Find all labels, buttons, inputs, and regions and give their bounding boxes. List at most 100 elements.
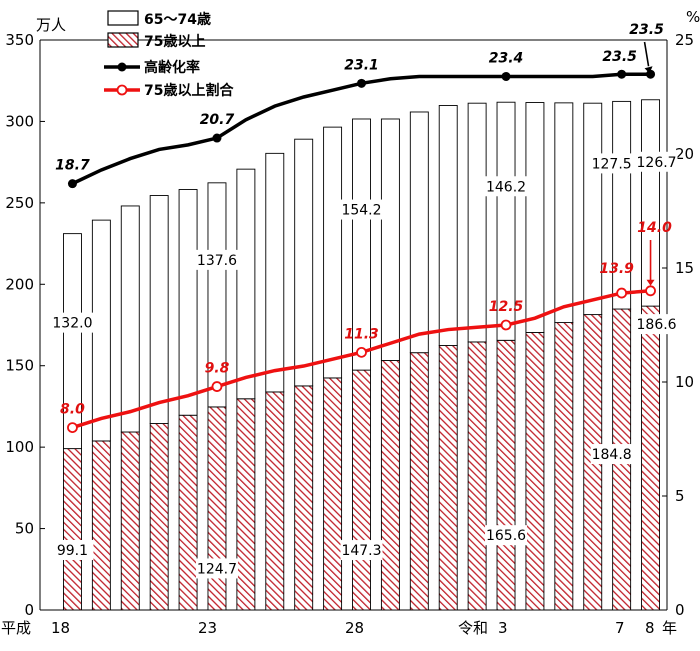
- rate-label-75share-5: 9.8: [205, 361, 230, 377]
- legend-label-75-plus: 75歳以上: [144, 33, 205, 50]
- bar-75plus-9: [323, 377, 343, 611]
- bar-75plus-7: [265, 391, 285, 611]
- left-tick-label-200: 200: [5, 275, 34, 293]
- legend-swatch-65-74: [107, 10, 139, 26]
- bar-label-bg-75plus-15: [485, 525, 528, 546]
- bar-label-75plus-10: 147.3: [341, 543, 381, 559]
- bar-label-bg-75plus-5: [195, 558, 238, 579]
- marker-aging-rate-0: [67, 179, 77, 189]
- bar-label-75plus-20: 186.6: [637, 317, 677, 333]
- bar-65to74-17: [554, 102, 574, 324]
- bar-65to74-10: [352, 118, 371, 371]
- marker-75-share-15: [500, 319, 512, 331]
- left-tick-label-250: 250: [5, 194, 34, 212]
- bar-label-bg-75plus-19: [590, 444, 633, 465]
- bar-label-65to74-5: 137.6: [197, 253, 237, 269]
- rate-label-aging-5: 20.7: [200, 112, 235, 128]
- bar-75plus-8: [294, 385, 314, 611]
- marker-75-share-10: [356, 346, 367, 358]
- left-axis-ticks: 0 50 100 150 200 250 300 350: [5, 31, 45, 619]
- bar-65to74-13: [438, 105, 458, 346]
- rate-label-aging-10: 23.1: [344, 57, 379, 73]
- bar-label-75plus-15: 165.6: [486, 528, 526, 544]
- bar-65to74-12: [409, 111, 429, 354]
- bar-label-65to74-0: 132.0: [52, 316, 92, 332]
- x-tick-23: 23: [198, 619, 217, 637]
- bar-label-bg-75plus-20: [635, 314, 678, 335]
- bar-65to74-16: [525, 102, 545, 333]
- rate-label-75share-20: 14.0: [637, 220, 672, 236]
- rate-labels: 18.7 20.7 23.1 23.4 23.5 23.5 8.0 9.8 11.3 12.5 13…: [55, 22, 672, 418]
- bar-label-bg-65to74-10: [340, 199, 383, 220]
- marker-75-share-20: [645, 285, 656, 297]
- rate-label-aging-0: 18.7: [55, 158, 90, 174]
- bar-75plus-2: [120, 431, 140, 611]
- bar-labels: 132.0 137.6 154.2 146.2 127.5 126.7 99.1 124.7 1…: [51, 151, 678, 579]
- legend-label-aging-rate: 高齢化率: [144, 59, 200, 76]
- bar-label-65to74-19: 127.5: [592, 156, 632, 172]
- marker-aging-rate-19: [617, 69, 627, 79]
- left-tick-label-150: 150: [5, 357, 34, 375]
- bar-65to74-1: [91, 219, 111, 442]
- bar-75plus-12: [409, 352, 429, 611]
- bar-75plus-11: [380, 360, 400, 611]
- x-tick-7: 7: [615, 619, 625, 637]
- bar-65to74-19: [612, 100, 632, 310]
- bar-65to74-5: [207, 182, 227, 408]
- marker-75-share-19: [616, 287, 628, 299]
- legend-label-75-share: 75歳以上割合: [144, 82, 234, 99]
- bar-label-65to74-10: 154.2: [341, 203, 381, 219]
- bar-label-bg-75plus-0: [51, 540, 94, 560]
- x-tick-reiwa: 令和: [458, 619, 488, 637]
- rate-label-75share-10: 11.3: [344, 326, 379, 342]
- marker-75-share-0: [67, 422, 78, 434]
- rate-label-aging-19: 23.5: [602, 49, 637, 65]
- x-tick-heisei: 平成: [1, 619, 31, 637]
- x-tick-3: 3: [498, 619, 508, 637]
- rate-label-75share-15: 12.5: [489, 299, 524, 315]
- arrowhead-aging-rate: [644, 66, 653, 74]
- bars: [63, 99, 660, 611]
- bar-75plus-6: [236, 398, 256, 611]
- bar-label-bg-65to74-20: [635, 151, 678, 172]
- legend-swatch-75-plus: [107, 32, 139, 48]
- marker-aging-rate-15: [501, 71, 511, 81]
- x-tick-8: 8: [645, 619, 655, 637]
- bar-65to74-11: [380, 118, 400, 361]
- left-tick-label-50: 50: [15, 520, 34, 538]
- x-tick-18: 18: [51, 619, 70, 637]
- bar-label-65to74-20: 126.7: [637, 155, 677, 171]
- bar-label-bg-65to74-19: [590, 153, 633, 174]
- bar-label-bg-65to74-0: [51, 312, 94, 333]
- right-tick-label-15: 15: [675, 259, 694, 277]
- arrowhead-75-share: [646, 279, 655, 286]
- bar-65to74-6: [236, 168, 256, 400]
- bar-75plus-5: [207, 406, 227, 611]
- bar-75plus-3: [149, 423, 169, 611]
- arrow-aging-rate: [643, 41, 650, 67]
- legend-marker-aging-rate: [117, 62, 127, 72]
- left-tick-label-300: 300: [5, 112, 34, 130]
- bar-label-bg-65to74-15: [485, 176, 528, 197]
- bar-75plus-0: [63, 448, 82, 611]
- bar-75plus-15: [496, 339, 516, 611]
- legend-marker-75-share: [116, 84, 128, 96]
- bar-label-bg-65to74-5: [195, 249, 238, 270]
- x-axis-unit: 年: [662, 619, 677, 637]
- bar-75plus-13: [438, 345, 458, 611]
- rate-label-aging-15: 23.4: [489, 50, 524, 66]
- rate-label-75share-0: 8.0: [60, 402, 85, 418]
- bar-75plus-10: [352, 369, 371, 611]
- left-tick-label-350: 350: [5, 31, 34, 49]
- x-tick-28: 28: [345, 619, 364, 637]
- pointer-arrows: [643, 41, 655, 286]
- bar-label-65to74-15: 146.2: [486, 179, 526, 195]
- right-axis-ticks: 0 5 10 15 20 25: [662, 31, 694, 619]
- bar-65to74-15: [496, 101, 516, 341]
- right-tick-label-0: 0: [675, 601, 685, 619]
- rate-label-75share-19: 13.9: [599, 261, 634, 277]
- right-tick-label-20: 20: [675, 145, 694, 163]
- x-axis-labels: 平成 18 23 28 令和 3 7 8 年: [1, 619, 677, 637]
- bar-65to74-8: [294, 138, 314, 387]
- left-axis-unit: 万人: [36, 16, 66, 34]
